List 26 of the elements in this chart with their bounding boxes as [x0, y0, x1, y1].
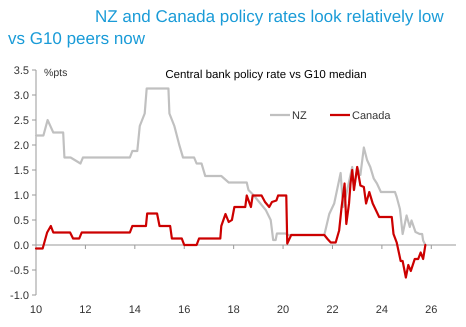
y-axis-title: %pts [44, 67, 68, 79]
x-tick-label: 22 [326, 304, 339, 316]
y-tick-label: 3.0 [14, 90, 29, 102]
y-tick-label: -1.0 [10, 290, 29, 302]
line-series [34, 166, 426, 279]
x-tick-label: 26 [425, 304, 438, 316]
chart-subtitle: Central bank policy rate vs G10 median [165, 69, 367, 81]
y-tick-label: 0.0 [14, 240, 29, 252]
x-tick-label: 18 [228, 304, 240, 316]
y-tick-label: -0.5 [10, 264, 29, 277]
legend-label: Canada [352, 110, 392, 122]
y-tick-label: 1.0 [14, 190, 29, 202]
x-tick-label: 12 [79, 304, 92, 316]
y-tick-label: 1.5 [14, 164, 29, 177]
line-series [34, 87, 426, 246]
y-tick-label: 3.5 [14, 64, 29, 77]
x-tick-label: 10 [30, 304, 42, 316]
legend-label: NZ [292, 110, 307, 122]
x-tick-label: 16 [178, 304, 190, 316]
y-tick-label: 0.5 [14, 214, 29, 227]
x-tick-label: 14 [128, 304, 141, 316]
y-tick-label: 2.0 [14, 140, 29, 152]
y-tick-label: 2.5 [14, 114, 29, 127]
x-tick-label: 24 [376, 304, 388, 316]
chart-title: NZ and Canada policy rates look relatively low vs G10 peers now [8, 7, 444, 48]
x-tick-label: 20 [276, 304, 290, 316]
